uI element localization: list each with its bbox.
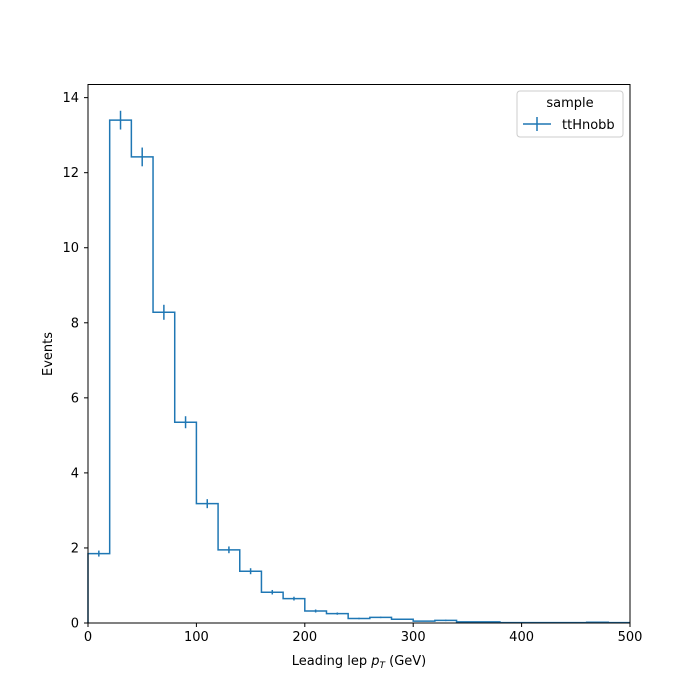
x-tick-label: 500 (618, 630, 643, 645)
y-tick-label: 12 (62, 166, 79, 181)
x-axis-ticks: 0 100 200 300 400 500 (84, 623, 643, 645)
legend: sample ttHnobb (516, 90, 624, 138)
x-axis-label: Leading lep pT (GeV) (292, 654, 426, 671)
y-tick-label: 0 (71, 617, 79, 632)
histogram-step-line (87, 119, 630, 624)
y-tick-label: 8 (71, 316, 79, 331)
x-axis-label-var: p (370, 654, 379, 669)
legend-box (516, 90, 624, 138)
plot-frame (87, 84, 631, 624)
y-tick-label: 10 (62, 241, 79, 256)
plot-content (87, 110, 630, 624)
legend-title: sample (546, 96, 593, 111)
y-axis-ticks: 0 2 4 6 8 10 12 14 (62, 91, 88, 632)
x-tick-label: 300 (401, 630, 426, 645)
y-tick-label: 6 (71, 391, 79, 406)
x-axis-label-sub: T (379, 661, 386, 671)
x-axis-label-prefix: Leading lep (292, 654, 371, 669)
x-tick-label: 400 (509, 630, 534, 645)
x-tick-label: 200 (292, 630, 317, 645)
y-tick-label: 2 (71, 541, 79, 556)
x-axis-label-suffix: (GeV) (385, 654, 426, 669)
x-tick-label: 0 (84, 630, 92, 645)
x-tick-label: 100 (184, 630, 209, 645)
y-tick-label: 14 (62, 91, 79, 106)
y-tick-label: 4 (71, 466, 79, 481)
legend-entry-label: ttHnobb (562, 118, 615, 133)
y-axis-label: Events (41, 332, 56, 376)
